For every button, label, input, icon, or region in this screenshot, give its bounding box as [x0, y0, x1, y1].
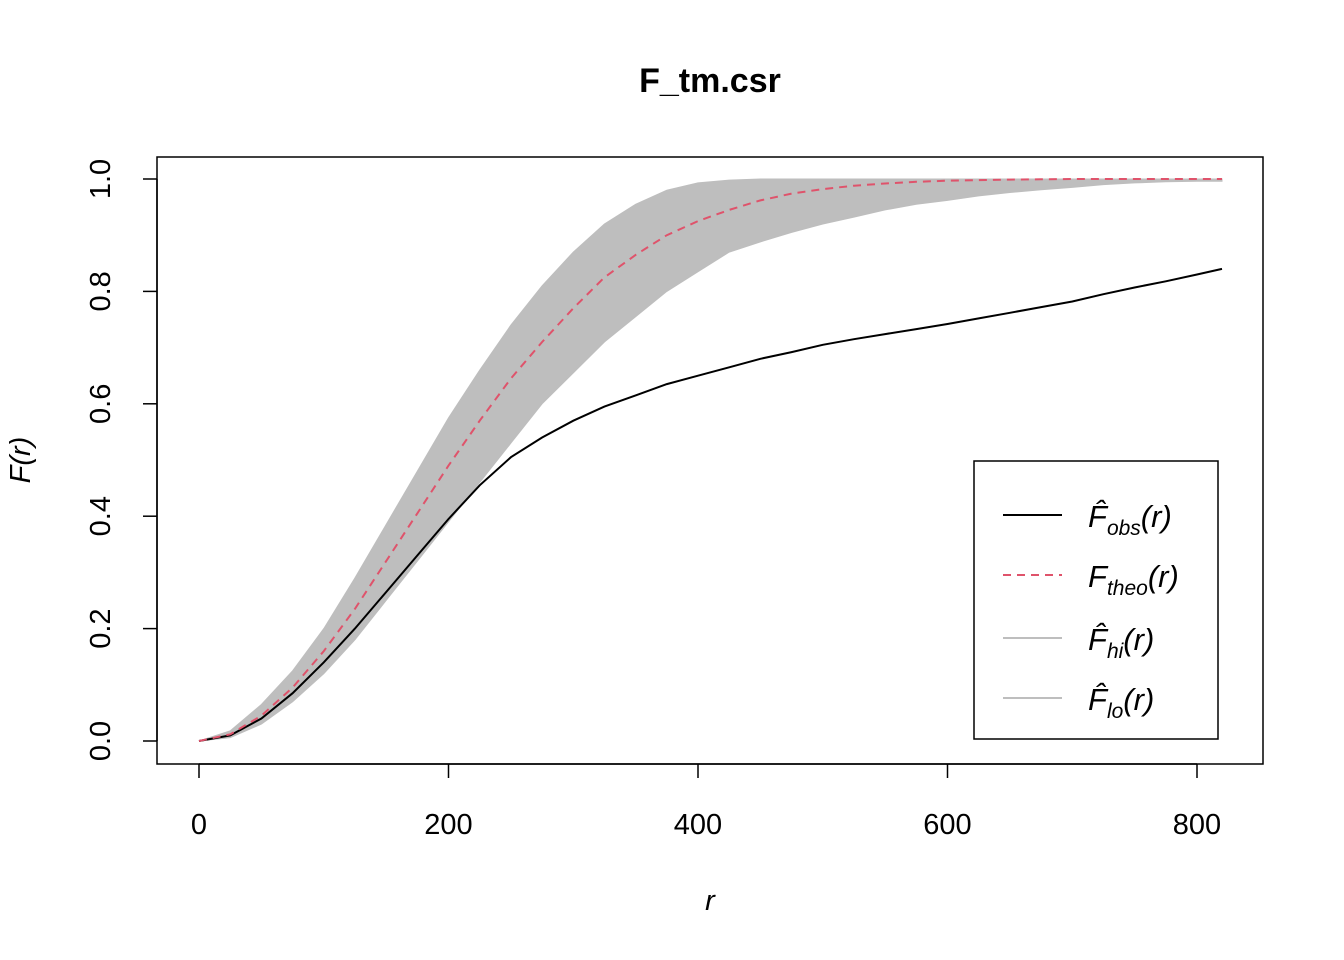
x-tick-label: 800	[1173, 809, 1221, 841]
x-axis: 0 200 400 600 800	[191, 763, 1221, 841]
x-tick-label: 200	[424, 809, 472, 841]
y-tick-label: 0.8	[85, 271, 117, 311]
legend-label-hi: F̂hi(r)	[1088, 621, 1154, 663]
y-tick-label: 0.0	[85, 721, 117, 761]
chart-title: F_tm.csr	[639, 62, 781, 100]
legend-label-obs: F̂obs(r)	[1088, 498, 1172, 540]
y-axis: 0.0 0.2 0.4 0.6 0.8 1.0	[85, 159, 158, 761]
legend-box	[973, 460, 1219, 740]
legend: F̂obs(r) Ftheo(r) F̂hi(r) F̂lo(r)	[973, 460, 1219, 740]
legend-label-theo: Ftheo(r)	[1088, 559, 1179, 600]
y-tick-label: 0.6	[85, 384, 117, 424]
y-tick-label: 0.4	[85, 496, 117, 536]
x-tick-label: 0	[191, 809, 207, 841]
legend-label-lo: F̂lo(r)	[1088, 681, 1154, 723]
y-tick-label: 0.2	[85, 608, 117, 648]
x-tick-label: 600	[923, 809, 971, 841]
series-line-obs	[198, 267, 1223, 742]
x-axis-label: r	[705, 885, 716, 917]
y-tick-label: 1.0	[85, 159, 117, 199]
series-lines	[198, 178, 1223, 742]
x-tick-label: 400	[674, 809, 722, 841]
y-axis-label: F(r)	[5, 437, 37, 484]
series-line-theo	[198, 178, 1222, 742]
